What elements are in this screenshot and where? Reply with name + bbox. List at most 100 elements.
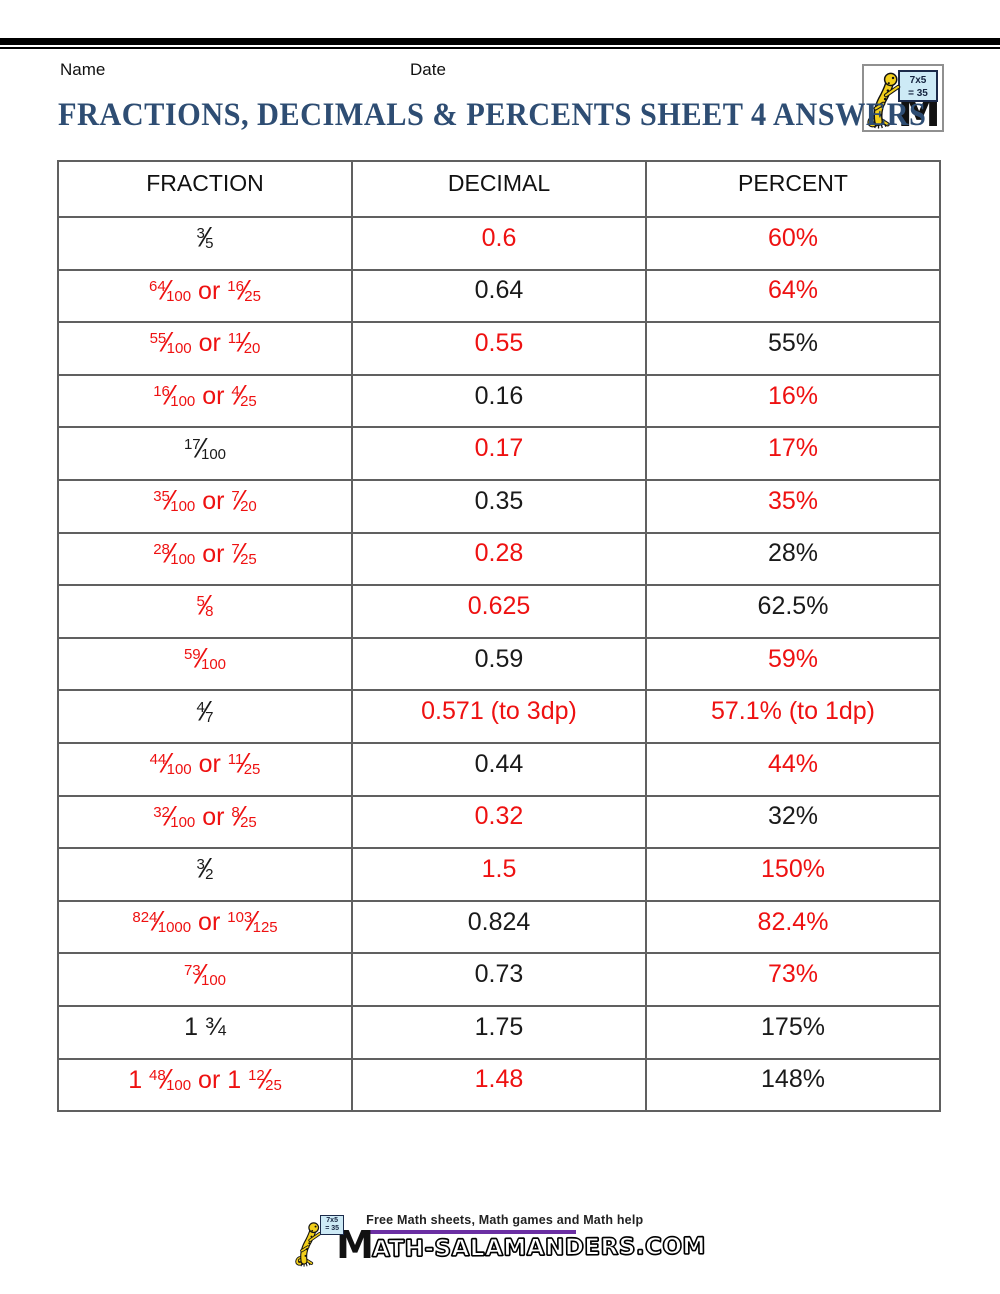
fraction-denominator: 125 — [252, 918, 278, 936]
percent-cell: 82.4% — [645, 899, 941, 955]
fraction-value: 3⁄5 — [196, 223, 214, 253]
percent-cell: 35% — [645, 478, 941, 534]
decimal-cell: 1.48 — [351, 1057, 647, 1113]
percent-cell: 28% — [645, 531, 941, 587]
fraction-denominator: 25 — [240, 550, 257, 568]
top-rule-thick — [0, 38, 1000, 45]
fraction-cell: 4⁄7 — [57, 689, 353, 744]
fraction-denominator: 100 — [166, 287, 192, 305]
fraction-text: or — [195, 802, 232, 831]
fraction-slash: ⁄ — [237, 538, 243, 569]
fraction-cell: 55⁄100 or 11⁄20 — [57, 321, 353, 376]
fraction-text: or — [195, 382, 232, 411]
fraction-denominator: 100 — [166, 340, 192, 358]
fraction-denominator: 25 — [240, 813, 257, 831]
fraction-slash: ⁄ — [155, 907, 160, 938]
footer-logo: 7x5 = 35 Free Math sheets, Math games an… — [294, 1213, 707, 1269]
fraction-cell: 824⁄1000 or 103⁄125 — [57, 899, 353, 955]
percent-cell: 60% — [645, 216, 941, 271]
fraction-text: or — [191, 750, 228, 779]
fraction-numerator: 824 — [132, 908, 158, 926]
fraction-value: 17⁄100 — [183, 434, 226, 464]
fraction-cell: 32⁄100 or 8⁄25 — [57, 794, 353, 850]
fraction-text: 1 ¾ — [184, 1012, 226, 1041]
decimal-cell: 0.625 — [351, 584, 647, 639]
fraction-value: 4⁄25 — [231, 381, 256, 411]
fraction-slash: ⁄ — [237, 486, 243, 517]
percent-cell: 44% — [645, 741, 941, 797]
board-line2: = 35 — [325, 1225, 340, 1233]
purple-rule — [366, 1230, 577, 1234]
conversion-table: FRACTION DECIMAL PERCENT 3⁄5 0.6 60% 64⁄100… — [57, 160, 941, 1113]
fraction-slash: ⁄ — [241, 749, 246, 780]
table-row: 59⁄100 0.59 59% — [57, 636, 941, 692]
fraction-value: 7⁄25 — [231, 538, 257, 569]
fraction-numerator: 7 — [231, 488, 240, 506]
decimal-cell: 0.16 — [351, 373, 647, 429]
fraction-slash: ⁄ — [163, 1064, 169, 1095]
table-body: 3⁄5 0.6 60% 64⁄100 or 16⁄25 0.64 64% 55⁄100 or… — [57, 216, 941, 1113]
fraction-numerator: 5 — [196, 593, 205, 611]
fraction-denominator: 100 — [201, 655, 227, 673]
fraction-value: 32⁄100 — [153, 802, 195, 832]
fraction-value: 16⁄100 — [153, 381, 196, 412]
fraction-denominator: 100 — [201, 971, 227, 989]
fraction-numerator: 11 — [227, 330, 244, 348]
page-title: FRACTIONS, DECIMALS & PERCENTS SHEET 4 A… — [58, 97, 927, 133]
fraction-value: 103⁄125 — [227, 907, 278, 937]
decimal-cell: 1.5 — [351, 847, 647, 902]
fraction-denominator: 100 — [170, 550, 196, 568]
fraction-denominator: 7 — [205, 708, 214, 726]
footer-logo-art: 7x5 = 35 — [294, 1213, 345, 1269]
board-line1: 7x5 — [326, 1217, 338, 1224]
fraction-cell: 59⁄100 — [57, 636, 353, 692]
fraction-text: or 1 — [191, 1065, 249, 1094]
fraction-denominator: 5 — [205, 235, 214, 253]
fraction-denominator: 20 — [240, 498, 257, 516]
fraction-numerator: 12 — [248, 1066, 265, 1084]
fraction-cell: 17⁄100 — [57, 426, 353, 481]
fraction-value: 16⁄25 — [227, 276, 261, 306]
fraction-cell: 35⁄100 or 7⁄20 — [57, 478, 353, 534]
column-header-decimal: DECIMAL — [351, 160, 647, 218]
fraction-slash: ⁄ — [198, 644, 203, 675]
table-row: 44⁄100 or 11⁄25 0.44 44% — [57, 741, 941, 797]
fraction-numerator: 16 — [153, 382, 170, 400]
fraction-denominator: 100 — [170, 392, 196, 410]
name-label: Name — [60, 60, 106, 79]
percent-cell: 150% — [645, 847, 941, 902]
fraction-value: 48⁄100 — [149, 1064, 191, 1095]
fraction-value: 64⁄100 — [149, 275, 192, 306]
percent-cell: 17% — [645, 426, 941, 481]
fraction-slash: ⁄ — [167, 381, 173, 412]
fraction-text: 1 — [128, 1065, 150, 1094]
fraction-cell: 64⁄100 or 16⁄25 — [57, 268, 353, 324]
fraction-text: or — [191, 908, 228, 937]
percent-cell: 73% — [645, 952, 941, 1007]
decimal-cell: 0.17 — [351, 426, 647, 481]
fraction-value: 5⁄8 — [196, 591, 213, 622]
table-row: 17⁄100 0.17 17% — [57, 426, 941, 481]
fraction-numerator: 44 — [149, 750, 167, 768]
board-line2: = 35 — [908, 88, 928, 99]
decimal-cell: 0.571 (to 3dp) — [351, 689, 647, 744]
fraction-denominator: 1000 — [157, 918, 192, 936]
fraction-slash: ⁄ — [163, 275, 169, 306]
table-row: 4⁄7 0.571 (to 3dp) 57.1% (to 1dp) — [57, 689, 941, 744]
fraction-value: 824⁄1000 — [132, 907, 192, 938]
column-header-fraction: FRACTION — [57, 160, 353, 218]
fraction-slash: ⁄ — [202, 591, 208, 622]
multiplication-board: 7x5 = 35 — [898, 70, 938, 102]
fraction-numerator: 17 — [183, 435, 201, 453]
fraction-slash: ⁄ — [164, 749, 169, 780]
percent-cell: 148% — [645, 1057, 941, 1113]
fraction-cell: 3⁄5 — [57, 216, 353, 271]
table-row: 1 ¾ 1.75 175% — [57, 1004, 941, 1060]
decimal-cell: 0.28 — [351, 531, 647, 587]
fraction-value: 11⁄25 — [228, 749, 261, 780]
table-row: 5⁄8 0.625 62.5% — [57, 584, 941, 639]
fraction-denominator: 25 — [243, 761, 261, 779]
decimal-cell: 0.44 — [351, 741, 647, 797]
decimal-cell: 0.32 — [351, 794, 647, 850]
fraction-denominator: 25 — [265, 1076, 282, 1094]
